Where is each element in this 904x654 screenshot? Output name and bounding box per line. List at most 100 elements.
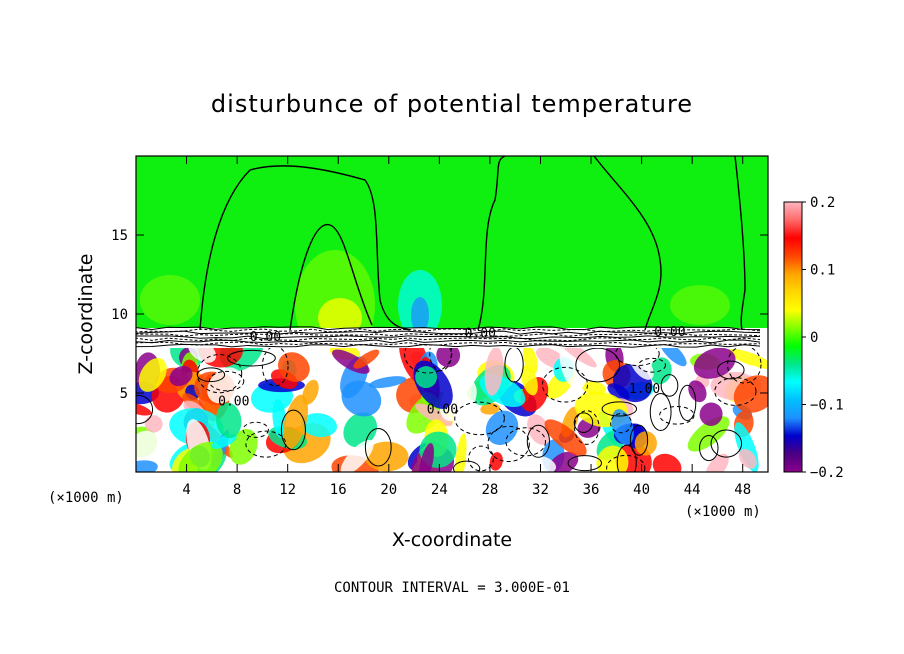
contour-line [199,165,411,331]
turbulence-contour [526,424,550,458]
x-tick-label: 36 [583,482,600,498]
turbulence-contour [364,428,392,467]
turbulence-contour [638,357,666,373]
turbulence-blob [549,451,579,472]
colorbar-tick-label: 0.1 [810,263,835,279]
x-tick-label: 44 [684,482,701,498]
turbulence-blob [368,376,407,389]
z-axis-ticks: 5 10 15 [111,228,768,402]
turbulence-blob [544,419,587,457]
contour-labels: 0.00 0.00 0.00 0.00 1.00 0.00 [218,325,685,417]
turbulence-blob [419,443,435,472]
turbulence-blob [282,394,309,449]
turbulence-contour [710,429,743,458]
turbulence-contour [574,410,600,445]
turbulence-contour [714,377,757,406]
contour-line [593,156,662,331]
turbulence-blob [520,364,538,396]
turbulence-blob [454,433,467,472]
chart-title: disturbunce of potential temperature [211,90,693,118]
x-tick-label: 24 [431,482,448,498]
turbulence-contour [610,413,632,434]
x-axis-ticks: 4 8 12 16 20 24 28 32 36 40 44 48 [182,156,751,498]
turbulence-blob [529,455,557,472]
colorbar-bar [783,201,803,473]
turbulence-blob [596,445,629,472]
turbulence-blob [301,413,338,438]
x-unit-note-left: (×1000 m) [48,490,124,506]
turbulence-blob [136,430,162,461]
turbulence-contour [505,427,547,457]
turbulence-blob [178,441,223,472]
x-unit-note-right: (×1000 m) [685,504,761,520]
turbulence-contour [541,366,588,403]
turbulence-blob [705,453,729,472]
z-tick-label: 5 [120,386,128,402]
interface-contour-line [136,339,761,344]
x-tick-label: 20 [380,482,397,498]
turbulence-blob [652,453,682,472]
turbulence-contour [727,345,762,384]
turbulence-contour [452,460,481,472]
turbulence-blob [272,399,287,438]
upper-warm-blob-left [140,275,200,325]
turbulence-contour [280,409,306,451]
colorbar: 0.2 0.1 0 −0.1 −0.2 [783,195,844,481]
turbulence-blob [436,343,461,368]
x-tick-label: 4 [182,482,190,498]
x-tick-label: 28 [481,482,498,498]
upper-warm-blob-right [670,285,730,325]
turbulence-blob [144,415,163,433]
field-layer: 0.00 0.00 0.00 0.00 1.00 0.00 [136,156,768,472]
interface-contour-line [136,333,761,337]
turbulence-blob [688,380,707,403]
turbulence-blob [687,416,730,452]
turbulence-contour [616,444,637,472]
colorbar-ticks: 0.2 0.1 0 −0.1 −0.2 [802,195,844,481]
turbulence-blob [343,412,378,448]
turbulence-blob [364,441,409,472]
turbulence-blob [415,366,438,389]
turbulence-blob [415,403,453,427]
turbulence-contour [242,421,269,438]
turbulence-contour [454,401,505,436]
contour-line [734,156,746,331]
colorbar-tick-label: 0.2 [810,195,835,211]
turbulence-contour [649,393,672,432]
contour-label: 0.00 [465,327,496,342]
turbulence-blob [678,450,715,472]
contour-label: 1.00 [629,382,660,397]
colorbar-tick-label: 0 [810,330,818,346]
turbulence-blob [693,347,736,379]
turbulence-blob [489,452,503,471]
turbulence-blob [738,448,757,469]
turbulence-contour [468,445,494,472]
turbulence-contour [136,394,154,425]
lower-turbulent-layer [136,327,768,472]
turbulence-blob [341,380,382,417]
z-tick-label: 10 [111,307,128,323]
turbulence-blob [484,346,504,396]
colorbar-tick-label: −0.2 [810,465,844,481]
turbulence-blob [634,431,657,456]
turbulence-contour [606,454,646,472]
turbulence-blob [743,365,761,376]
turbulence-blob [302,379,319,405]
z-tick-label: 15 [111,228,128,244]
turbulence-contour [699,435,719,462]
upper-contours [199,156,746,331]
turbulence-blob [582,381,607,395]
turbulence-blob [699,402,723,426]
contour-line [289,223,373,331]
turbulence-blob [136,460,158,472]
contour-line [477,156,506,331]
interface-contours [136,326,761,348]
turbulence-blob [485,410,519,446]
turbulence-blob [169,366,193,387]
turbulence-contour [601,401,638,417]
turbulence-contour [678,384,697,422]
x-tick-label: 8 [233,482,241,498]
interface-contour-line [136,328,761,333]
turbulence-blob [138,357,167,392]
turbulence-contour [660,374,679,397]
